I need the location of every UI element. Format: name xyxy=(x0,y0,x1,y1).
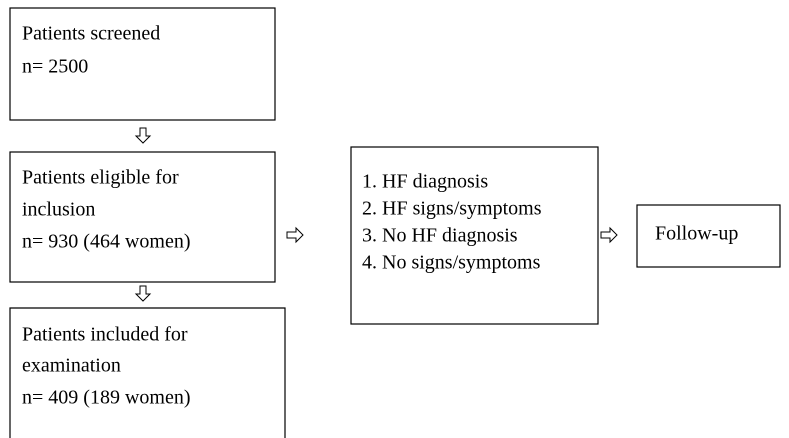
node-text: 2. HF signs/symptoms xyxy=(362,198,542,220)
node-text: Patients included for xyxy=(22,324,188,346)
arrow-down xyxy=(134,285,152,302)
node-text: examination xyxy=(22,355,121,377)
node-text: n= 930 (464 women) xyxy=(22,231,190,253)
node-text: Patients screened xyxy=(22,23,160,45)
node-text: n= 409 (189 women) xyxy=(22,387,190,409)
node-text: 1. HF diagnosis xyxy=(362,171,488,193)
box-eligible xyxy=(9,151,276,283)
node-text: 4. No signs/symptoms xyxy=(362,252,541,274)
arrow-right xyxy=(600,226,618,244)
node-text: n= 2500 xyxy=(22,56,88,78)
box-groups xyxy=(350,146,599,325)
node-text: Patients eligible for xyxy=(22,167,179,189)
node-text: 3. No HF diagnosis xyxy=(362,225,518,247)
box-screened xyxy=(9,7,276,121)
box-follow-up xyxy=(636,204,781,268)
box-included xyxy=(9,307,286,438)
node-text: Follow-up xyxy=(655,223,738,245)
node-text: inclusion xyxy=(22,199,95,221)
arrow-down xyxy=(134,127,152,144)
arrow-right xyxy=(286,226,304,244)
